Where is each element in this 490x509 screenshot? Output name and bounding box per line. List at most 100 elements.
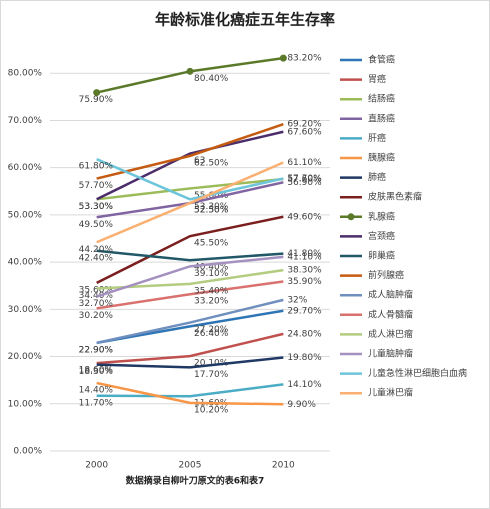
x-axis-title: 数据摘录自柳叶刀原文的表6和表7	[126, 475, 265, 487]
legend-marker	[347, 213, 355, 221]
data-label: 19.80%	[287, 353, 322, 363]
y-tick-label: 50.00%	[8, 210, 43, 220]
legend-label: 皮肤黑色素瘤	[368, 191, 422, 203]
x-tick-label: 2000	[85, 461, 108, 471]
data-label: 32%	[287, 295, 307, 305]
data-label: 67.60%	[287, 127, 322, 137]
legend-label: 儿童急性淋巴细胞白血病	[368, 367, 467, 379]
legend-label: 成人脑肿瘤	[368, 289, 413, 301]
y-tick-label: 0.00%	[13, 447, 42, 457]
data-label: 45.50%	[194, 239, 229, 249]
y-tick-label: 80.00%	[8, 69, 43, 79]
data-label: 35.60%	[79, 285, 114, 295]
legend-label: 直肠癌	[368, 112, 395, 124]
point-marker	[186, 67, 194, 75]
x-tick-label: 2010	[272, 461, 295, 471]
legend-label: 前列腺癌	[368, 269, 404, 281]
y-tick-label: 10.00%	[8, 399, 43, 409]
series-line	[96, 177, 284, 201]
series-line	[96, 249, 284, 262]
data-label: 10.20%	[194, 405, 229, 415]
legend-label: 胃癌	[368, 73, 386, 85]
data-label: 53.30%	[79, 202, 114, 212]
legend-label: 结肠癌	[368, 93, 395, 105]
data-label: 56.90%	[287, 178, 322, 188]
data-label: 52.50%	[194, 206, 229, 216]
data-label: 35.40%	[194, 286, 229, 296]
legend-label: 成人骨髓瘤	[368, 308, 413, 320]
data-label: 57.70%	[287, 174, 322, 184]
data-label: 18.60%	[79, 366, 114, 376]
data-label: 83.20%	[287, 54, 322, 64]
series-line	[96, 332, 284, 365]
legend-label: 儿童淋巴瘤	[368, 387, 413, 399]
legend-label: 肺癌	[368, 171, 386, 183]
legend-label: 成人淋巴瘤	[368, 328, 413, 340]
data-label: 44.20%	[79, 245, 114, 255]
data-label: 80.40%	[194, 74, 229, 84]
y-tick-label: 20.00%	[8, 352, 43, 362]
series-line	[96, 130, 284, 201]
legend-label: 宫颈癌	[368, 230, 395, 242]
series-line	[96, 280, 284, 310]
data-label: 61.10%	[287, 158, 322, 168]
data-label: 39.10%	[194, 269, 229, 279]
data-label: 52.50%	[194, 206, 229, 216]
data-label: 22.90%	[79, 345, 114, 355]
legend-label: 儿童脑肿瘤	[368, 348, 413, 360]
series-line	[96, 383, 284, 398]
data-label: 20.10%	[194, 359, 229, 369]
data-label: 49.60%	[287, 212, 322, 222]
data-label: 41.10%	[287, 252, 322, 262]
data-label: 14.10%	[287, 380, 322, 390]
y-tick-label: 30.00%	[8, 305, 43, 315]
data-label: 26.40%	[194, 329, 229, 339]
point-marker	[279, 54, 287, 62]
data-label: 34.40%	[79, 291, 114, 301]
data-label: 29.70%	[287, 306, 322, 316]
data-label: 57.70%	[79, 181, 114, 191]
series-line	[96, 123, 284, 180]
data-label: 75.90%	[79, 95, 114, 105]
series-line	[96, 255, 284, 298]
series-line	[96, 356, 284, 369]
point-marker	[93, 89, 101, 97]
y-tick-label: 60.00%	[8, 163, 43, 173]
data-label: 62.50%	[194, 158, 229, 168]
series-line	[96, 158, 284, 201]
data-label: 32.70%	[79, 299, 114, 309]
data-label: 38.30%	[287, 266, 322, 276]
data-label: 53.30%	[79, 202, 114, 212]
data-label: 42.40%	[79, 253, 114, 263]
data-label: 55.60%	[194, 191, 229, 201]
x-tick-label: 2005	[179, 461, 202, 471]
y-tick-label: 70.00%	[8, 116, 43, 126]
series-line	[96, 298, 284, 345]
series-line	[96, 381, 284, 406]
data-label: 63	[194, 156, 205, 166]
data-label: 27.20%	[194, 325, 229, 335]
series-line	[96, 161, 284, 244]
data-label: 33.20%	[194, 297, 229, 307]
legend-label: 肝癌	[368, 132, 386, 144]
data-label: 69.20%	[287, 120, 322, 130]
data-label: 14.40%	[79, 386, 114, 396]
chart-title: 年龄标准化癌症五年生存率	[155, 11, 335, 29]
legend-label: 胰腺癌	[368, 152, 395, 164]
legend-label: 食管癌	[368, 54, 395, 66]
data-label: 22.90%	[79, 345, 114, 355]
data-label: 18.30%	[79, 367, 114, 377]
data-label: 9.90%	[287, 400, 316, 410]
y-tick-label: 40.00%	[8, 258, 43, 268]
data-label: 53.30%	[194, 202, 229, 212]
data-label: 30.20%	[79, 311, 114, 321]
data-label: 49.50%	[79, 220, 114, 230]
data-label: 35.90%	[287, 277, 322, 287]
series-line	[96, 215, 284, 285]
data-label: 61.80%	[79, 162, 114, 172]
data-label: 40.40%	[194, 263, 229, 273]
legend-label: 乳腺癌	[368, 210, 395, 222]
data-label: 57.60%	[287, 175, 322, 185]
